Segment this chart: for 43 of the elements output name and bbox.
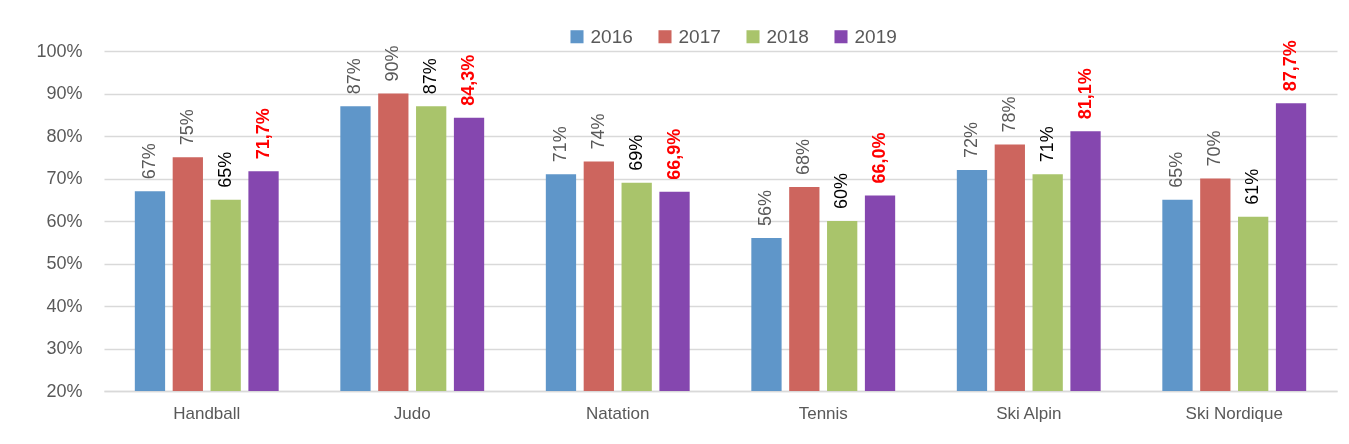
x-tick-label: Judo xyxy=(393,403,431,423)
x-tick-label: Natation xyxy=(586,403,650,423)
data-label: 69% xyxy=(625,134,646,171)
legend-label: 2017 xyxy=(678,25,721,47)
legend-label: 2019 xyxy=(854,25,897,47)
data-label: 72% xyxy=(960,121,981,158)
data-label: 84,3% xyxy=(458,54,479,106)
data-label: 66,0% xyxy=(869,132,890,184)
data-label: 71,7% xyxy=(252,108,273,160)
data-label: 65% xyxy=(214,151,235,188)
y-tick-label: 100% xyxy=(36,40,83,61)
data-label: 60% xyxy=(831,172,852,209)
data-label: 66,9% xyxy=(663,128,684,180)
y-tick-label: 70% xyxy=(46,168,83,188)
x-tick-label: Ski Nordique xyxy=(1185,403,1283,423)
data-label: 71% xyxy=(549,126,570,163)
data-label: 74% xyxy=(587,113,608,150)
data-label: 71% xyxy=(1036,126,1057,163)
data-label: 87,7% xyxy=(1280,40,1301,92)
data-label: 67% xyxy=(138,143,159,180)
data-label: 90% xyxy=(382,45,403,82)
data-label: 61% xyxy=(1242,168,1263,205)
y-tick-label: 30% xyxy=(46,338,83,358)
data-label: 70% xyxy=(1204,130,1225,167)
data-label: 78% xyxy=(998,96,1019,133)
y-tick-label: 80% xyxy=(46,125,83,146)
y-tick-label: 90% xyxy=(46,83,83,103)
data-label: 68% xyxy=(793,138,814,175)
data-label: 87% xyxy=(420,58,441,95)
y-tick-label: 40% xyxy=(46,295,83,316)
x-tick-label: Tennis xyxy=(798,403,848,423)
data-label: 75% xyxy=(176,109,197,146)
data-label: 81,1% xyxy=(1074,68,1095,120)
y-tick-label: 20% xyxy=(46,380,83,401)
data-label: 65% xyxy=(1166,151,1187,188)
y-tick-label: 60% xyxy=(46,210,83,231)
legend-label: 2016 xyxy=(590,25,633,47)
y-tick-label: 50% xyxy=(46,253,83,273)
data-label: 87% xyxy=(344,58,365,95)
legend-label: 2018 xyxy=(766,25,809,47)
data-label: 56% xyxy=(755,189,776,226)
x-tick-label: Handball xyxy=(173,403,241,423)
x-tick-label: Ski Alpin xyxy=(996,403,1062,423)
